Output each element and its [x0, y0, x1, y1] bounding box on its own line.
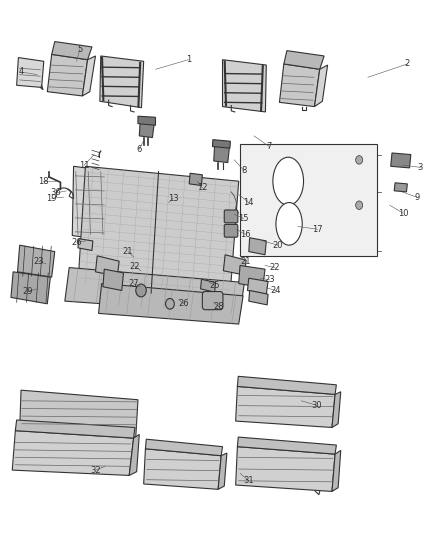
- Text: 21: 21: [123, 247, 133, 256]
- FancyBboxPatch shape: [224, 224, 238, 237]
- Polygon shape: [103, 269, 124, 290]
- Polygon shape: [139, 122, 154, 138]
- Text: 31: 31: [244, 477, 254, 485]
- Polygon shape: [20, 390, 138, 437]
- Polygon shape: [212, 140, 230, 148]
- Polygon shape: [189, 173, 202, 185]
- Polygon shape: [236, 386, 335, 427]
- Polygon shape: [314, 65, 328, 107]
- Text: 9: 9: [414, 193, 420, 201]
- Text: 36: 36: [51, 189, 61, 197]
- Text: 22: 22: [130, 262, 140, 271]
- Circle shape: [166, 298, 174, 309]
- Text: 32: 32: [90, 466, 101, 474]
- Ellipse shape: [273, 157, 304, 205]
- Polygon shape: [47, 54, 88, 96]
- Text: 26: 26: [179, 300, 189, 308]
- Polygon shape: [391, 153, 411, 168]
- Text: 14: 14: [244, 198, 254, 207]
- Polygon shape: [332, 392, 341, 427]
- Text: 25: 25: [209, 281, 220, 289]
- Polygon shape: [99, 284, 243, 324]
- Polygon shape: [218, 453, 227, 489]
- Polygon shape: [78, 239, 93, 251]
- Polygon shape: [201, 279, 215, 292]
- Polygon shape: [236, 447, 335, 491]
- Text: 23: 23: [264, 276, 275, 284]
- Text: 11: 11: [79, 161, 89, 169]
- Text: 2: 2: [405, 60, 410, 68]
- Polygon shape: [394, 183, 407, 192]
- Polygon shape: [332, 450, 341, 491]
- Circle shape: [356, 201, 363, 209]
- Text: 6: 6: [137, 145, 142, 154]
- Polygon shape: [237, 376, 336, 394]
- Polygon shape: [72, 166, 107, 240]
- Text: 16: 16: [240, 230, 251, 239]
- FancyBboxPatch shape: [224, 210, 238, 223]
- Text: 13: 13: [168, 194, 178, 203]
- Text: 8: 8: [241, 166, 247, 175]
- Polygon shape: [65, 268, 244, 313]
- Polygon shape: [247, 278, 268, 294]
- Text: 7: 7: [267, 142, 272, 151]
- Text: 12: 12: [197, 183, 208, 192]
- Polygon shape: [95, 256, 119, 276]
- Polygon shape: [279, 64, 320, 107]
- FancyBboxPatch shape: [202, 292, 223, 310]
- Polygon shape: [223, 60, 266, 112]
- Polygon shape: [237, 437, 336, 454]
- Polygon shape: [11, 272, 50, 304]
- Polygon shape: [240, 144, 377, 256]
- Text: 1: 1: [186, 55, 191, 64]
- Text: 17: 17: [312, 225, 323, 233]
- Text: 10: 10: [398, 209, 408, 217]
- Text: 19: 19: [46, 194, 57, 203]
- Text: 29: 29: [22, 287, 32, 296]
- Polygon shape: [82, 56, 95, 96]
- Polygon shape: [145, 439, 223, 456]
- Text: 27: 27: [128, 279, 139, 288]
- Text: 26: 26: [71, 238, 82, 247]
- Polygon shape: [12, 431, 134, 475]
- Polygon shape: [138, 116, 155, 125]
- Polygon shape: [214, 145, 230, 163]
- Polygon shape: [284, 51, 324, 69]
- Text: 18: 18: [38, 177, 48, 185]
- Circle shape: [356, 156, 363, 164]
- Polygon shape: [18, 245, 55, 277]
- Polygon shape: [144, 449, 221, 489]
- Text: 3: 3: [418, 163, 423, 172]
- Text: 23: 23: [33, 257, 44, 265]
- Polygon shape: [78, 166, 239, 296]
- Text: 20: 20: [273, 241, 283, 249]
- Polygon shape: [15, 420, 135, 438]
- Polygon shape: [239, 265, 265, 288]
- Text: 28: 28: [214, 302, 224, 311]
- Ellipse shape: [276, 203, 302, 245]
- Polygon shape: [17, 58, 44, 87]
- Text: 30: 30: [311, 401, 321, 409]
- Text: 15: 15: [238, 214, 249, 223]
- Text: 21: 21: [240, 257, 251, 265]
- Polygon shape: [223, 255, 246, 275]
- Polygon shape: [52, 42, 92, 60]
- Text: 22: 22: [270, 263, 280, 272]
- Circle shape: [136, 284, 146, 297]
- Polygon shape: [100, 56, 144, 108]
- Polygon shape: [249, 290, 268, 305]
- Polygon shape: [249, 238, 266, 255]
- Polygon shape: [129, 434, 139, 475]
- Text: 4: 4: [18, 68, 24, 76]
- Text: 5: 5: [77, 45, 82, 53]
- Text: 24: 24: [271, 286, 281, 295]
